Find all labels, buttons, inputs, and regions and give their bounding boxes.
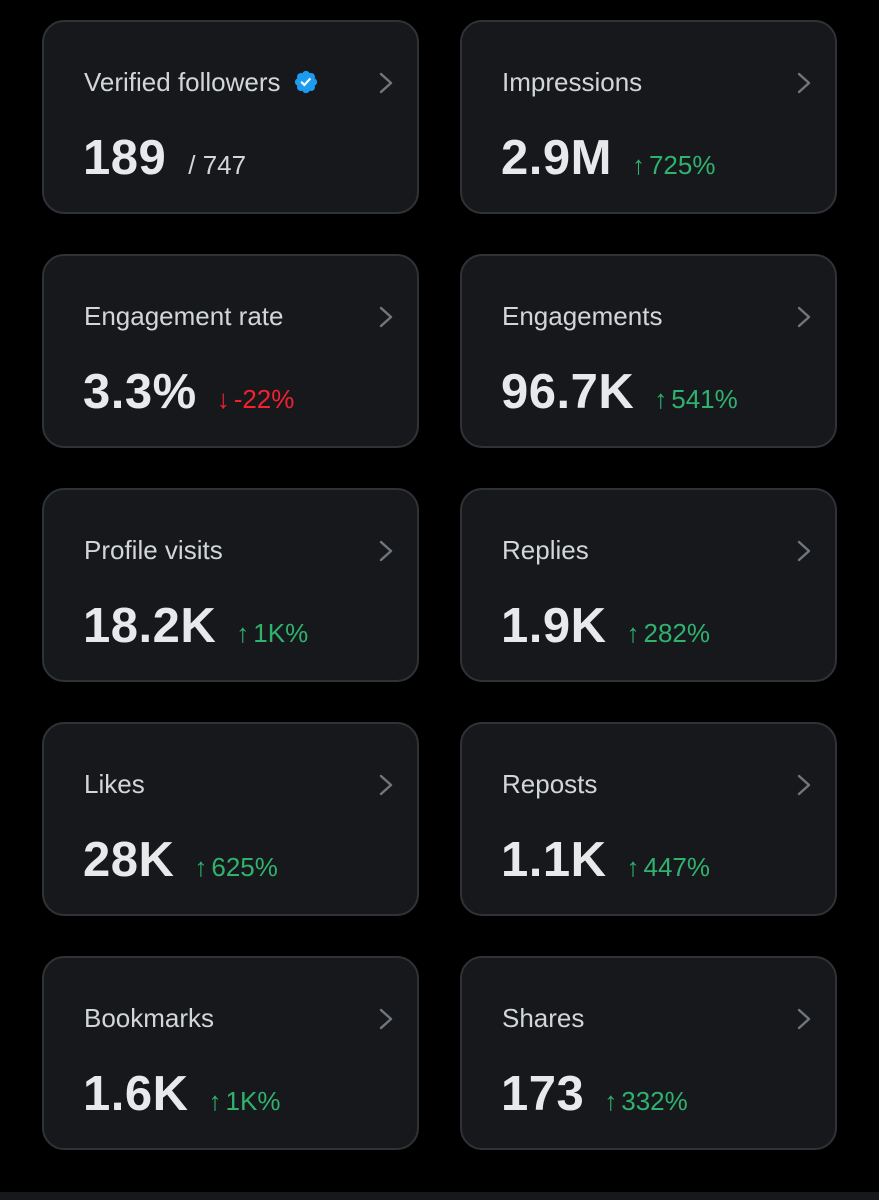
metric-label: Impressions	[502, 67, 643, 97]
verified-badge-icon	[294, 70, 317, 94]
metric-card-likes[interactable]: Likes 28K ↑ 625%	[42, 722, 419, 916]
metric-value: 2.9M	[501, 131, 612, 185]
metric-label-wrapper: Reposts	[502, 768, 597, 800]
metric-change-value: 447%	[643, 852, 711, 882]
metric-card-impressions[interactable]: Impressions 2.9M ↑ 725%	[460, 20, 837, 214]
chevron-right-icon	[379, 1008, 393, 1030]
metric-value-row: 1.1K ↑ 447%	[501, 830, 710, 890]
metric-label: Likes	[84, 769, 145, 799]
metric-value-row: 28K ↑ 625%	[83, 830, 278, 890]
metric-value-row: 96.7K ↑ 541%	[501, 362, 738, 422]
metric-card-engagements[interactable]: Engagements 96.7K ↑ 541%	[460, 254, 837, 448]
chevron-right-icon	[797, 540, 811, 562]
metric-change-value: 725%	[648, 150, 716, 180]
metric-value-row: 1.9K ↑ 282%	[501, 596, 710, 656]
chevron-right-icon	[379, 306, 393, 328]
metric-change: ↓ -22%	[217, 384, 295, 415]
metric-value: 1.9K	[501, 599, 607, 653]
metric-change: ↑ 447%	[627, 852, 711, 883]
metric-card-profile-visits[interactable]: Profile visits 18.2K ↑ 1K%	[42, 488, 419, 682]
metric-label: Reposts	[502, 769, 598, 799]
metric-change: ↑ 332%	[604, 1086, 688, 1117]
metric-card-shares[interactable]: Shares 173 ↑ 332%	[460, 956, 837, 1150]
metric-label-wrapper: Likes	[84, 768, 145, 800]
arrow-up-icon: ↑	[654, 384, 668, 414]
metric-card-reposts[interactable]: Reposts 1.1K ↑ 447%	[460, 722, 837, 916]
metric-value: 28K	[83, 833, 175, 887]
metric-label-wrapper: Engagement rate	[84, 300, 283, 332]
metric-label-wrapper: Bookmarks	[84, 1002, 214, 1034]
metric-card-replies[interactable]: Replies 1.9K ↑ 282%	[460, 488, 837, 682]
chevron-right-icon	[379, 72, 393, 94]
metric-change: ↑ 1K%	[236, 618, 308, 649]
metric-value-row: 18.2K ↑ 1K%	[83, 596, 308, 656]
metrics-grid: Verified followers 189 / 747 Impressions…	[42, 20, 837, 1150]
arrow-down-icon: ↓	[216, 384, 230, 414]
arrow-up-icon: ↑	[194, 852, 208, 882]
metric-label: Shares	[502, 1003, 585, 1033]
metric-value: 1.1K	[501, 833, 607, 887]
arrow-up-icon: ↑	[236, 618, 250, 648]
metric-card-engagement-rate[interactable]: Engagement rate 3.3% ↓ -22%	[42, 254, 419, 448]
metric-change-value: 332%	[621, 1086, 688, 1116]
metric-label: Profile visits	[84, 535, 223, 565]
metric-change-value: 1K%	[225, 1086, 281, 1116]
metric-value-row: 3.3% ↓ -22%	[83, 362, 294, 422]
metric-change-value: -22%	[233, 384, 295, 414]
metric-label: Engagements	[502, 301, 663, 331]
metric-label-wrapper: Profile visits	[84, 534, 223, 566]
chevron-right-icon	[797, 72, 811, 94]
chevron-right-icon	[379, 774, 393, 796]
metric-value-row: 173 ↑ 332%	[501, 1064, 688, 1124]
metric-label: Engagement rate	[84, 301, 284, 331]
metric-value: 96.7K	[501, 365, 635, 419]
arrow-up-icon: ↑	[208, 1086, 222, 1116]
metric-card-bookmarks[interactable]: Bookmarks 1.6K ↑ 1K%	[42, 956, 419, 1150]
chevron-right-icon	[797, 306, 811, 328]
metric-value: 173	[501, 1067, 585, 1121]
bottom-edge	[0, 1192, 879, 1200]
metric-label-wrapper: Impressions	[502, 66, 642, 98]
metric-value: 3.3%	[83, 365, 197, 419]
arrow-up-icon: ↑	[631, 150, 645, 180]
chevron-right-icon	[797, 774, 811, 796]
metric-value: 1.6K	[83, 1067, 189, 1121]
metric-label-wrapper: Engagements	[502, 300, 662, 332]
metric-change: ↑ 282%	[627, 618, 711, 649]
metric-card-verified-followers[interactable]: Verified followers 189 / 747	[42, 20, 419, 214]
metric-label: Replies	[502, 535, 589, 565]
metric-label-wrapper: Replies	[502, 534, 589, 566]
metric-value: 18.2K	[83, 599, 217, 653]
metric-change-value: 282%	[643, 618, 711, 648]
metric-value-row: 189 / 747	[83, 128, 246, 188]
arrow-up-icon: ↑	[604, 1086, 618, 1116]
metric-change-value: 541%	[671, 384, 738, 414]
metric-value-row: 1.6K ↑ 1K%	[83, 1064, 280, 1124]
metric-change-value: 1K%	[253, 618, 309, 648]
metric-change-value: 625%	[211, 852, 278, 882]
metric-change: ↑ 1K%	[209, 1086, 281, 1117]
metric-total: / 747	[188, 150, 247, 180]
metric-change: ↑ 625%	[194, 852, 278, 883]
chevron-right-icon	[797, 1008, 811, 1030]
metric-label-wrapper: Shares	[502, 1002, 584, 1034]
metric-label: Verified followers	[84, 67, 281, 97]
chevron-right-icon	[379, 540, 393, 562]
arrow-up-icon: ↑	[626, 852, 640, 882]
metric-change: ↑ 541%	[654, 384, 738, 415]
metric-value-row: 2.9M ↑ 725%	[501, 128, 715, 188]
metric-label: Bookmarks	[84, 1003, 215, 1033]
metric-value: 189	[83, 131, 167, 185]
metric-label-wrapper: Verified followers	[84, 66, 319, 98]
arrow-up-icon: ↑	[626, 618, 640, 648]
metric-change: ↑ 725%	[632, 150, 716, 181]
